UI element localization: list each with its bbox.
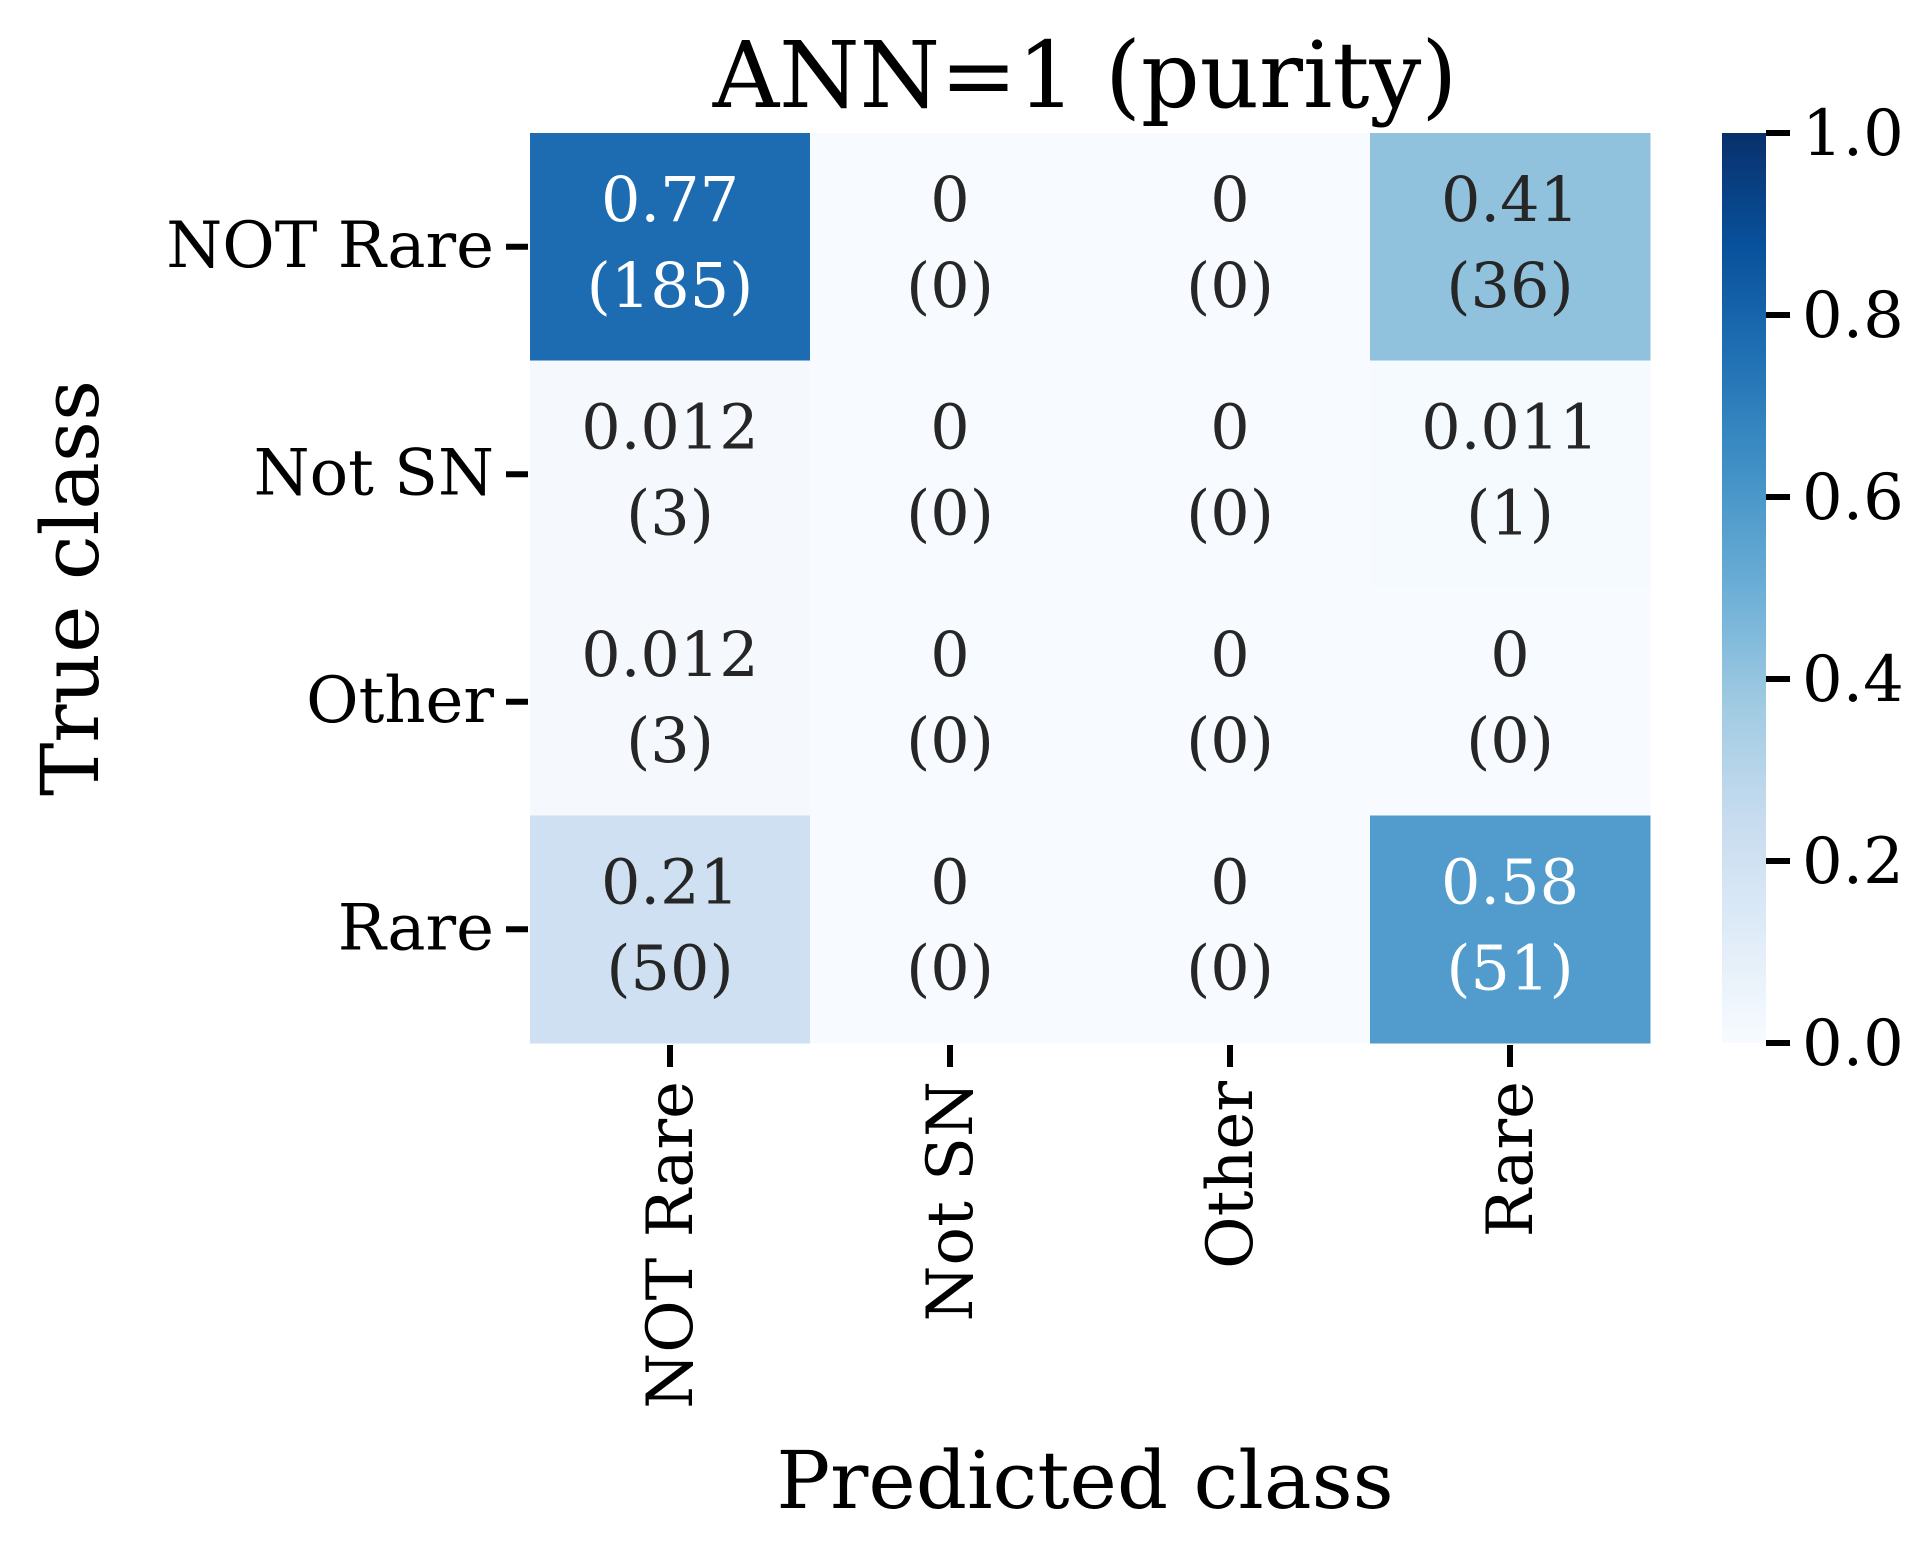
heatmap-cell xyxy=(530,815,811,1044)
cell-count-label: (51) xyxy=(1446,931,1573,1004)
cell-count-label: (185) xyxy=(587,249,754,322)
heatmap-cell xyxy=(1090,360,1371,589)
cell-count-label: (0) xyxy=(906,704,994,777)
colorbar: 0.0 0.2 0.4 0.6 0.8 1.0 xyxy=(1722,97,1904,1081)
cell-count-label: (0) xyxy=(1186,476,1274,549)
cell-count-label: (0) xyxy=(1186,249,1274,322)
heatmap-cell xyxy=(530,360,811,589)
cell-count-label: (1) xyxy=(1466,476,1554,549)
y-tick-label: NOT Rare xyxy=(166,209,494,283)
x-axis-label: Predicted class xyxy=(776,1434,1393,1527)
cell-value-label: 0 xyxy=(930,390,969,463)
y-tick-label: Rare xyxy=(338,891,494,965)
y-axis-label: True class xyxy=(24,380,117,796)
chart-title: ANN=1 (purity) xyxy=(712,22,1458,129)
heatmap-cell xyxy=(1090,588,1371,816)
cell-count-label: (0) xyxy=(1466,704,1554,777)
cell-value-label: 0.012 xyxy=(581,390,759,463)
colorbar-tick-label: 0.2 xyxy=(1802,825,1904,899)
heatmap-cell xyxy=(810,588,1091,816)
cell-value-label: 0.21 xyxy=(601,845,739,918)
cell-count-label: (0) xyxy=(1186,931,1274,1004)
cell-value-label: 0 xyxy=(930,163,969,236)
heatmap-cell xyxy=(1090,133,1371,361)
colorbar-tick-label: 0.4 xyxy=(1802,643,1904,717)
heatmap-cell xyxy=(810,360,1091,589)
y-axis: NOT Rare Not SN Other Rare xyxy=(166,209,528,965)
cell-count-label: (0) xyxy=(1186,704,1274,777)
cell-value-label: 0 xyxy=(1490,618,1529,691)
x-tick-label: Rare xyxy=(1474,1081,1548,1237)
colorbar-gradient xyxy=(1722,133,1766,1043)
cell-value-label: 0.77 xyxy=(601,163,739,236)
cell-count-label: (36) xyxy=(1446,249,1573,322)
cell-count-label: (3) xyxy=(626,704,714,777)
heatmap-cell xyxy=(530,133,811,361)
colorbar-tick-label: 1.0 xyxy=(1802,97,1904,171)
cell-value-label: 0 xyxy=(1210,845,1249,918)
cell-count-label: (0) xyxy=(906,476,994,549)
colorbar-tick-label: 0.8 xyxy=(1802,279,1904,353)
colorbar-tick-label: 0.0 xyxy=(1802,1007,1904,1081)
cell-count-label: (3) xyxy=(626,476,714,549)
cell-value-label: 0.011 xyxy=(1421,390,1599,463)
x-tick-label: NOT Rare xyxy=(634,1081,708,1409)
cell-value-label: 0 xyxy=(930,618,969,691)
heatmap-cell xyxy=(1370,133,1651,361)
heatmap-cell xyxy=(1370,360,1651,589)
x-axis: NOT Rare Not SN Other Rare xyxy=(634,1045,1548,1409)
cell-value-label: 0 xyxy=(1210,618,1249,691)
y-tick-label: Other xyxy=(306,664,494,738)
heatmap-cell xyxy=(810,815,1091,1044)
cell-count-label: (0) xyxy=(906,249,994,322)
cell-value-label: 0.58 xyxy=(1441,845,1579,918)
cell-count-label: (0) xyxy=(906,931,994,1004)
y-tick-label: Not SN xyxy=(254,436,494,510)
cell-value-label: 0.012 xyxy=(581,618,759,691)
cell-value-label: 0 xyxy=(1210,390,1249,463)
colorbar-tick-label: 0.6 xyxy=(1802,461,1904,535)
heatmap-cells xyxy=(530,133,1651,1044)
cell-count-label: (50) xyxy=(606,931,733,1004)
cell-value-label: 0.41 xyxy=(1441,163,1579,236)
cell-value-label: 0 xyxy=(930,845,969,918)
heatmap-cell xyxy=(530,588,811,816)
x-tick-label: Other xyxy=(1194,1081,1268,1269)
heatmap-cell xyxy=(1090,815,1371,1044)
heatmap-cell xyxy=(1370,815,1651,1044)
heatmap-cell xyxy=(1370,588,1651,816)
x-tick-label: Not SN xyxy=(914,1081,988,1321)
cell-value-label: 0 xyxy=(1210,163,1249,236)
heatmap-cell xyxy=(810,133,1091,361)
heatmap-annotations: 0.77 (185) 0 (0) 0 (0) 0.41 (36) 0.012 (3) 0 (0) 0 (0… xyxy=(581,163,1599,1005)
